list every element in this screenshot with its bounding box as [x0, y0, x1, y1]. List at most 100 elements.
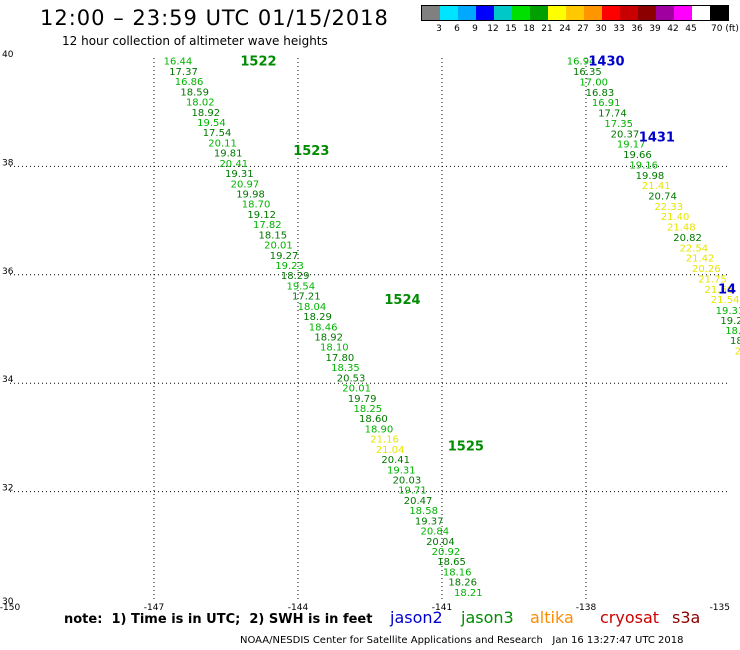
- wave-height-label: 18.65: [437, 557, 466, 568]
- wave-height-label: 16.83: [586, 88, 615, 99]
- legend-tick-label: 6: [454, 24, 460, 34]
- wave-height-label: 20.37: [611, 129, 640, 140]
- wave-height-label: 20.01: [264, 241, 293, 252]
- wave-height-label: 20.97: [231, 179, 260, 190]
- pass-time-label: 14: [718, 282, 736, 297]
- pass-time-label: 1431: [639, 131, 675, 146]
- wave-height-label: 21.41: [642, 181, 671, 192]
- y-tick-label: 30: [2, 597, 14, 607]
- mission-cryosat: cryosat: [600, 608, 660, 627]
- wave-height-label: 17.35: [604, 119, 633, 130]
- wave-height-label: 20.01: [342, 384, 371, 395]
- wave-height-label: 19.31: [225, 169, 254, 180]
- legend-tick-label: 27: [577, 24, 589, 34]
- wave-height-label: 18.46: [309, 322, 338, 333]
- wave-height-label: 21.54: [711, 295, 740, 306]
- pass-time-label: 1523: [293, 144, 329, 159]
- wave-height-label: 21.48: [667, 223, 696, 234]
- wave-height-label: 19.23: [275, 261, 304, 272]
- wave-height-label: 21.24: [735, 346, 740, 357]
- legend-ticks: 70 (ft) 3 6 9 12 15 18 21 24 27 30 33 36 39 42 45: [421, 21, 739, 35]
- wave-height-label: 20.84: [420, 527, 449, 538]
- pass-time-label: 1430: [588, 55, 624, 70]
- y-tick-label: 34: [2, 375, 14, 385]
- wave-height-label: 17.00: [579, 77, 608, 88]
- wave-height-label: 20.26: [692, 264, 721, 275]
- y-tick-label: 38: [2, 158, 14, 168]
- x-tick-label: -144: [288, 603, 309, 613]
- wave-height-label: 18.70: [242, 200, 271, 211]
- wave-height-label: 18.70: [725, 326, 740, 337]
- wave-height-label: 20.41: [381, 455, 410, 466]
- wave-height-label: 20.47: [404, 496, 433, 507]
- wave-height-label: 18.92: [192, 108, 221, 119]
- legend-tick-label: 33: [613, 24, 625, 34]
- mission-jason2: jason2: [390, 608, 443, 627]
- wave-height-label: 21.42: [686, 254, 715, 265]
- chart-subtitle: 12 hour collection of altimeter wave hei…: [62, 34, 328, 48]
- legend-tick-label: 12: [487, 24, 499, 34]
- wave-height-label: 19.31: [387, 465, 416, 476]
- x-tick-label: -147: [144, 603, 164, 613]
- wave-height-label: 19.79: [348, 394, 377, 405]
- wave-height-label: 18.15: [259, 230, 288, 241]
- wave-height-label: 16.94: [567, 57, 596, 68]
- wave-height-label: 18.25: [353, 404, 382, 415]
- legend-swatch: [566, 6, 584, 20]
- wave-height-label: 20.04: [426, 537, 455, 548]
- wave-height-label: 18.21: [454, 588, 483, 599]
- pass-time-label: 1524: [384, 293, 420, 308]
- wave-height-label: 17.54: [203, 128, 232, 139]
- legend-tick-label: 18: [523, 24, 535, 34]
- color-legend: 70 (ft) 3 6 9 12 15 18 21 24 27 30 33 36 39 42 45: [421, 5, 739, 35]
- x-tick-label: -138: [576, 603, 597, 613]
- wave-height-label: 20.82: [673, 233, 702, 244]
- legend-swatch: [656, 6, 674, 20]
- wave-height-label: 18.90: [365, 424, 394, 435]
- legend-tick-label: 21: [541, 24, 553, 34]
- legend-tick-label: 30: [595, 24, 607, 34]
- legend-tick-label: 15: [505, 24, 517, 34]
- chart-title: 12:00 – 23:59 UTC 01/15/2018: [40, 6, 389, 30]
- legend-tick-label: 45: [685, 24, 697, 34]
- wave-height-label: 17.80: [326, 353, 355, 364]
- legend-tick-label: 3: [436, 24, 442, 34]
- legend-swatch: [440, 6, 458, 20]
- wave-height-label: 21.75: [698, 274, 727, 285]
- legend-tick-label: 39: [649, 24, 661, 34]
- legend-swatch: [530, 6, 548, 20]
- wave-height-label: 17.82: [253, 220, 282, 231]
- mission-altika: altika: [530, 608, 574, 627]
- wave-height-label: 19.98: [636, 171, 665, 182]
- units-note: note: 1) Time is in UTC; 2) SWH is in fe…: [64, 612, 373, 627]
- wave-height-label: 21.66: [705, 285, 734, 296]
- legend-swatch: [710, 6, 728, 20]
- wave-height-label: 18.29: [303, 312, 332, 323]
- y-tick-label: 32: [2, 484, 13, 494]
- wave-height-label: 18.59: [180, 87, 209, 98]
- x-tick-label: -135: [710, 603, 730, 613]
- timestamp: Jan 16 13:27:47 UTC 2018: [552, 635, 684, 646]
- pass-time-label: 1522: [240, 55, 276, 70]
- wave-height-label: 20.03: [393, 476, 422, 487]
- legend-swatch: [638, 6, 656, 20]
- wave-height-label: 16.91: [592, 98, 621, 109]
- wave-height-label: 22.54: [679, 243, 708, 254]
- wave-height-label: 19.16: [629, 160, 658, 171]
- credit-footer: NOAA/NESDIS Center for Satellite Applica…: [240, 635, 683, 646]
- legend-swatch: [548, 6, 566, 20]
- wave-height-label: 19.98: [236, 190, 265, 201]
- legend-swatch: [512, 6, 530, 20]
- wave-height-label: 21.16: [370, 435, 399, 446]
- legend-tick-label: 36: [631, 24, 643, 34]
- legend-tick-label: 9: [472, 24, 478, 34]
- wave-height-label: 20.53: [337, 373, 366, 384]
- wave-height-label: 19.31: [716, 306, 740, 317]
- wave-height-label: 18.10: [320, 343, 349, 354]
- wave-height-label: 19.37: [415, 516, 444, 527]
- wave-height-label: 18.29: [281, 271, 310, 282]
- wave-height-label: 19.27: [270, 251, 299, 262]
- wave-height-label: 19.27: [720, 316, 740, 327]
- wave-height-label: 19.66: [623, 150, 652, 161]
